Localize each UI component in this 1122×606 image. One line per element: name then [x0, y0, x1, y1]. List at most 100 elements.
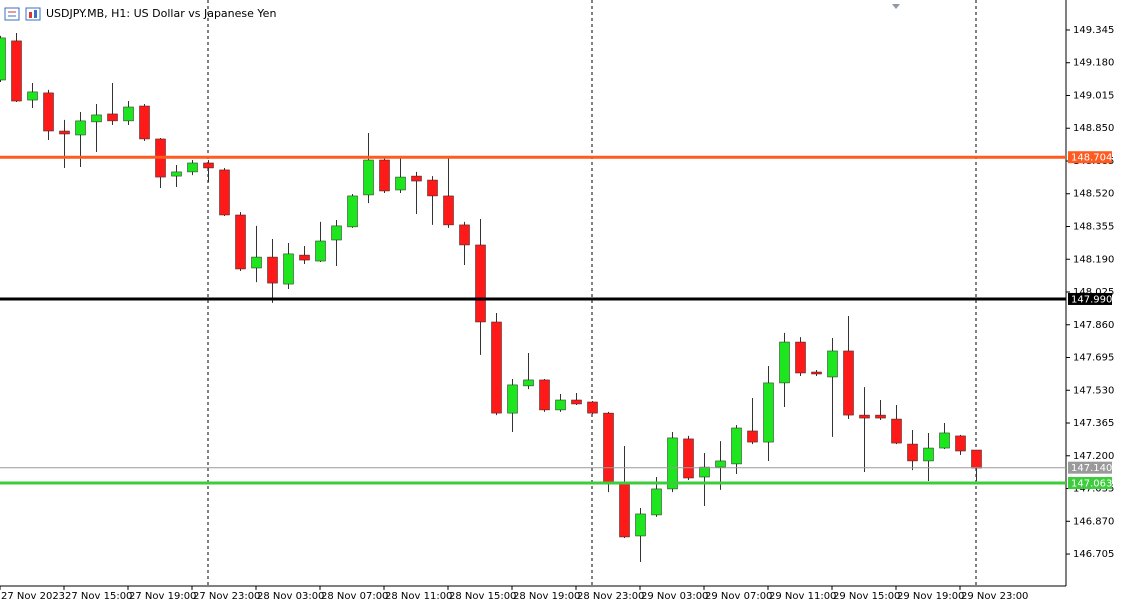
candle-body: [443, 195, 454, 226]
candle-body: [459, 224, 470, 246]
candle-body: [571, 399, 582, 405]
x-tick-label: 28 Nov 11:00: [385, 591, 452, 602]
price-level-box: [1068, 476, 1112, 489]
candle-body: [731, 427, 742, 465]
candle-body: [747, 430, 758, 443]
candle-body: [235, 214, 246, 270]
candle-body: [539, 379, 550, 411]
candle-body: [411, 175, 422, 182]
price-level-box: [1068, 461, 1112, 474]
candle-body: [891, 418, 902, 444]
candle-body: [907, 443, 918, 462]
candle-body: [859, 414, 870, 419]
candle-body: [11, 40, 22, 102]
x-tick-label: 28 Nov 07:00: [321, 591, 388, 602]
shift-marker: [892, 4, 900, 9]
x-tick-label: 28 Nov 03:00: [257, 591, 324, 602]
candle-body: [635, 513, 646, 537]
candle-body: [795, 341, 806, 374]
candle-body: [507, 384, 518, 414]
icon: [4, 7, 20, 21]
candle-body: [139, 105, 150, 140]
candle-body: [219, 169, 230, 216]
x-tick-label: 27 Nov 2023: [1, 591, 65, 602]
icon: [29, 12, 32, 18]
candle-body: [27, 91, 38, 101]
candle-body: [827, 350, 838, 378]
candle-body: [811, 371, 822, 375]
price-level-label: 147.063: [1071, 478, 1112, 489]
candle-body: [267, 256, 278, 284]
candle-body: [299, 254, 310, 261]
candle-body: [587, 401, 598, 414]
y-tick-label: 147.530: [1073, 385, 1114, 396]
candle-body: [123, 106, 134, 122]
x-tick-label: 28 Nov 23:00: [577, 591, 644, 602]
x-tick-label: 29 Nov 15:00: [833, 591, 900, 602]
x-tick-label: 29 Nov 03:00: [641, 591, 708, 602]
candle-body: [0, 37, 6, 81]
y-tick-label: 147.695: [1073, 353, 1114, 364]
y-tick-label: 147.035: [1073, 484, 1114, 495]
y-tick-label: 146.870: [1073, 516, 1114, 527]
candle-body: [283, 253, 294, 285]
y-tick-label: 148.850: [1073, 123, 1114, 134]
y-tick-label: 148.355: [1073, 221, 1114, 232]
candle-body: [939, 432, 950, 449]
icon: [25, 7, 41, 21]
candle-body: [331, 225, 342, 241]
candle-body: [251, 256, 262, 269]
y-tick-label: 149.015: [1073, 90, 1114, 101]
y-tick-label: 147.860: [1073, 320, 1114, 331]
candle-body: [59, 130, 70, 135]
candle-body: [315, 240, 326, 262]
candle-body: [523, 379, 534, 387]
x-tick-label: 27 Nov 23:00: [193, 591, 260, 602]
candle-body: [955, 435, 966, 452]
x-tick-label: 29 Nov 11:00: [769, 591, 836, 602]
y-tick-label: 148.190: [1073, 254, 1114, 265]
x-tick-label: 28 Nov 19:00: [513, 591, 580, 602]
candle-body: [779, 341, 790, 384]
candle-body: [347, 195, 358, 228]
x-tick-label: 29 Nov 07:00: [705, 591, 772, 602]
x-tick-label: 29 Nov 23:00: [961, 591, 1028, 602]
candle-body: [187, 162, 198, 173]
candle-body: [171, 171, 182, 177]
candle-body: [619, 483, 630, 538]
icon: [34, 10, 37, 18]
candle-body: [363, 159, 374, 196]
candle-body: [379, 159, 390, 192]
candles: [0, 32, 982, 562]
candle-body: [971, 449, 982, 469]
candle-body: [475, 244, 486, 323]
price-level-label: 148.704: [1071, 153, 1112, 164]
candle-body: [651, 488, 662, 516]
candle-body: [699, 466, 710, 478]
y-tick-label: 147.200: [1073, 451, 1114, 462]
candle-body: [715, 460, 726, 468]
candle-body: [491, 321, 502, 414]
candle-body: [555, 399, 566, 411]
candle-body: [427, 179, 438, 197]
x-tick-label: 27 Nov 15:00: [65, 591, 132, 602]
x-tick-label: 28 Nov 15:00: [449, 591, 516, 602]
candle-body: [43, 92, 54, 132]
y-tick-label: 149.345: [1073, 25, 1114, 36]
price-level-label: 147.990: [1071, 294, 1112, 305]
candle-body: [107, 113, 118, 122]
symbol-icons: [4, 7, 41, 21]
candle-body: [667, 437, 678, 490]
candle-body: [91, 114, 102, 123]
price-level-box: [1068, 151, 1112, 164]
candle-body: [763, 382, 774, 443]
candle-body: [203, 162, 214, 169]
candle-body: [395, 176, 406, 191]
candle-body: [603, 412, 614, 485]
y-tick-label: 148.520: [1073, 189, 1114, 200]
x-tick-label: 27 Nov 19:00: [129, 591, 196, 602]
y-tick-label: 146.705: [1073, 549, 1114, 560]
candle-body: [875, 414, 886, 419]
